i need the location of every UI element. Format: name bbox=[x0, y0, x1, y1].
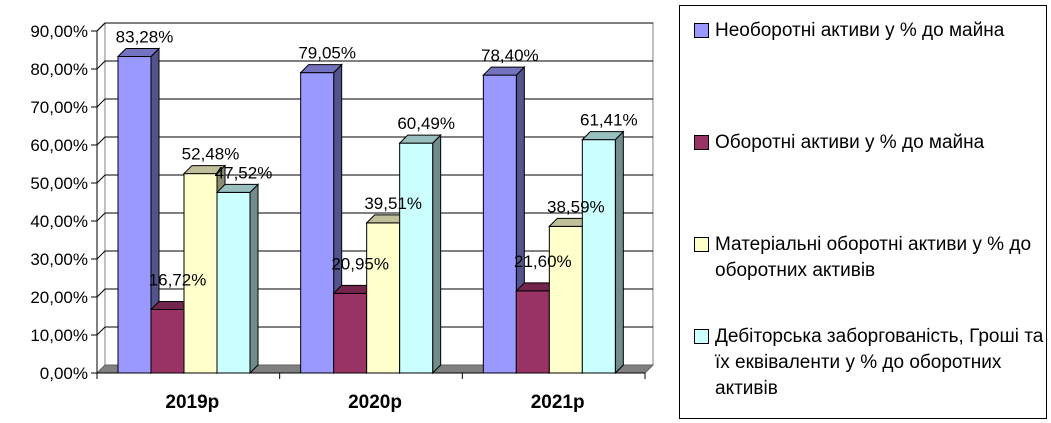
bar-front bbox=[366, 222, 401, 374]
y-tick-label: 10,00% bbox=[30, 326, 88, 345]
data-label-receivables-cash: 61,41% bbox=[580, 111, 638, 130]
bar-front bbox=[482, 74, 517, 374]
x-category-label: 2019р bbox=[165, 392, 219, 413]
data-label-current-assets: 16,72% bbox=[149, 270, 207, 289]
y-tick-label: 80,00% bbox=[30, 60, 88, 79]
data-label-fixed-assets: 78,40% bbox=[481, 46, 539, 65]
y-tick-label: 60,00% bbox=[30, 136, 88, 155]
legend-item-fixed-assets: Необоротні активи у % до майна bbox=[694, 18, 1044, 44]
data-label-material-assets: 52,48% bbox=[182, 145, 240, 164]
bar-front bbox=[150, 308, 185, 374]
bar-front bbox=[183, 173, 218, 374]
bar-front bbox=[216, 191, 251, 374]
bar-front bbox=[300, 72, 335, 374]
data-label-receivables-cash: 60,49% bbox=[397, 114, 455, 133]
bar-top bbox=[482, 66, 526, 76]
bar-top bbox=[398, 134, 442, 144]
gridline bbox=[96, 288, 653, 298]
bar-front bbox=[515, 290, 550, 374]
gridline bbox=[96, 250, 653, 260]
y-tick-label: 40,00% bbox=[30, 212, 88, 231]
legend-item-receivables-cash: Дебіторська заборгованість, Гроші та їх … bbox=[694, 324, 1044, 402]
gridline bbox=[96, 174, 653, 184]
data-label-material-assets: 38,59% bbox=[547, 197, 605, 216]
y-tick-label: 30,00% bbox=[30, 250, 88, 269]
bar-front bbox=[333, 292, 368, 374]
y-axis-depth bbox=[96, 22, 106, 32]
bar-top bbox=[182, 165, 227, 175]
bar-side bbox=[432, 133, 442, 375]
y-tick-label: 0,00% bbox=[40, 364, 88, 383]
data-label-current-assets: 21,60% bbox=[514, 252, 572, 271]
data-label-material-assets: 39,51% bbox=[364, 194, 422, 213]
gridlines bbox=[96, 22, 653, 336]
data-label-current-assets: 20,95% bbox=[331, 254, 389, 273]
x-category-label: 2021р bbox=[531, 392, 585, 413]
gridline bbox=[96, 136, 653, 146]
gridline bbox=[96, 326, 653, 336]
bar-top bbox=[116, 48, 161, 58]
x-category-label: 2020р bbox=[348, 392, 402, 413]
legend-label: Оборотні активи у % до майна bbox=[715, 132, 985, 153]
bar-receivables-cash bbox=[581, 130, 625, 375]
bar-chart: 0,00% 10,00% 20,00% 30,00% 40,00% 50,00% 60,00… bbox=[30, 22, 655, 413]
bar-top bbox=[581, 131, 625, 141]
legend-item-current-assets: Оборотні активи у % до майна bbox=[694, 130, 1044, 156]
legend-item-material-assets: Матеріальні оборотні активи у % до оборо… bbox=[694, 232, 1044, 284]
bar-side bbox=[249, 183, 259, 375]
bar-top bbox=[299, 64, 343, 74]
bar-fixed-assets bbox=[116, 47, 161, 375]
bar-front bbox=[548, 225, 583, 374]
y-tick-label: 90,00% bbox=[30, 22, 88, 41]
legend-label: Дебіторська заборгованість, Гроші та їх … bbox=[715, 326, 1044, 399]
bar-receivables-cash bbox=[215, 183, 260, 375]
bar-material-assets bbox=[548, 217, 592, 375]
y-tick-label: 50,00% bbox=[30, 174, 88, 193]
legend-swatch bbox=[694, 237, 709, 252]
x-axis: 2019р 2020р 2021р bbox=[96, 372, 646, 413]
legend-label: Необоротні активи у % до майна bbox=[715, 20, 1005, 41]
bar-receivables-cash bbox=[398, 133, 442, 375]
legend-swatch bbox=[694, 329, 709, 344]
gridline bbox=[96, 98, 653, 108]
y-tick-label: 70,00% bbox=[30, 98, 88, 117]
data-label-fixed-assets: 79,05% bbox=[298, 44, 356, 63]
legend-label: Матеріальні оборотні активи у % до оборо… bbox=[715, 234, 1032, 281]
bar-side bbox=[614, 130, 624, 375]
y-tick-label: 20,00% bbox=[30, 288, 88, 307]
data-labels: 83,28% 16,72% 52,48%47,52% 79,05% 20,95% 39,5… bbox=[116, 28, 638, 290]
y-axis: 0,00% 10,00% 20,00% 30,00% 40,00% 50,00% 60,00… bbox=[30, 22, 106, 383]
bar-front bbox=[581, 139, 616, 374]
bars bbox=[116, 47, 625, 375]
bar-top bbox=[215, 183, 260, 193]
legend-swatch bbox=[694, 135, 709, 150]
data-label-receivables-cash: 47,52% bbox=[215, 163, 273, 182]
bar-front bbox=[399, 142, 434, 374]
bar-fixed-assets bbox=[299, 63, 343, 375]
legend: Необоротні активи у % до майна Оборотні … bbox=[679, 5, 1047, 419]
gridline bbox=[96, 212, 653, 222]
bar-front bbox=[117, 56, 152, 374]
legend-swatch bbox=[694, 23, 709, 38]
gridline bbox=[96, 60, 653, 70]
data-label-fixed-assets: 83,28% bbox=[116, 28, 174, 47]
